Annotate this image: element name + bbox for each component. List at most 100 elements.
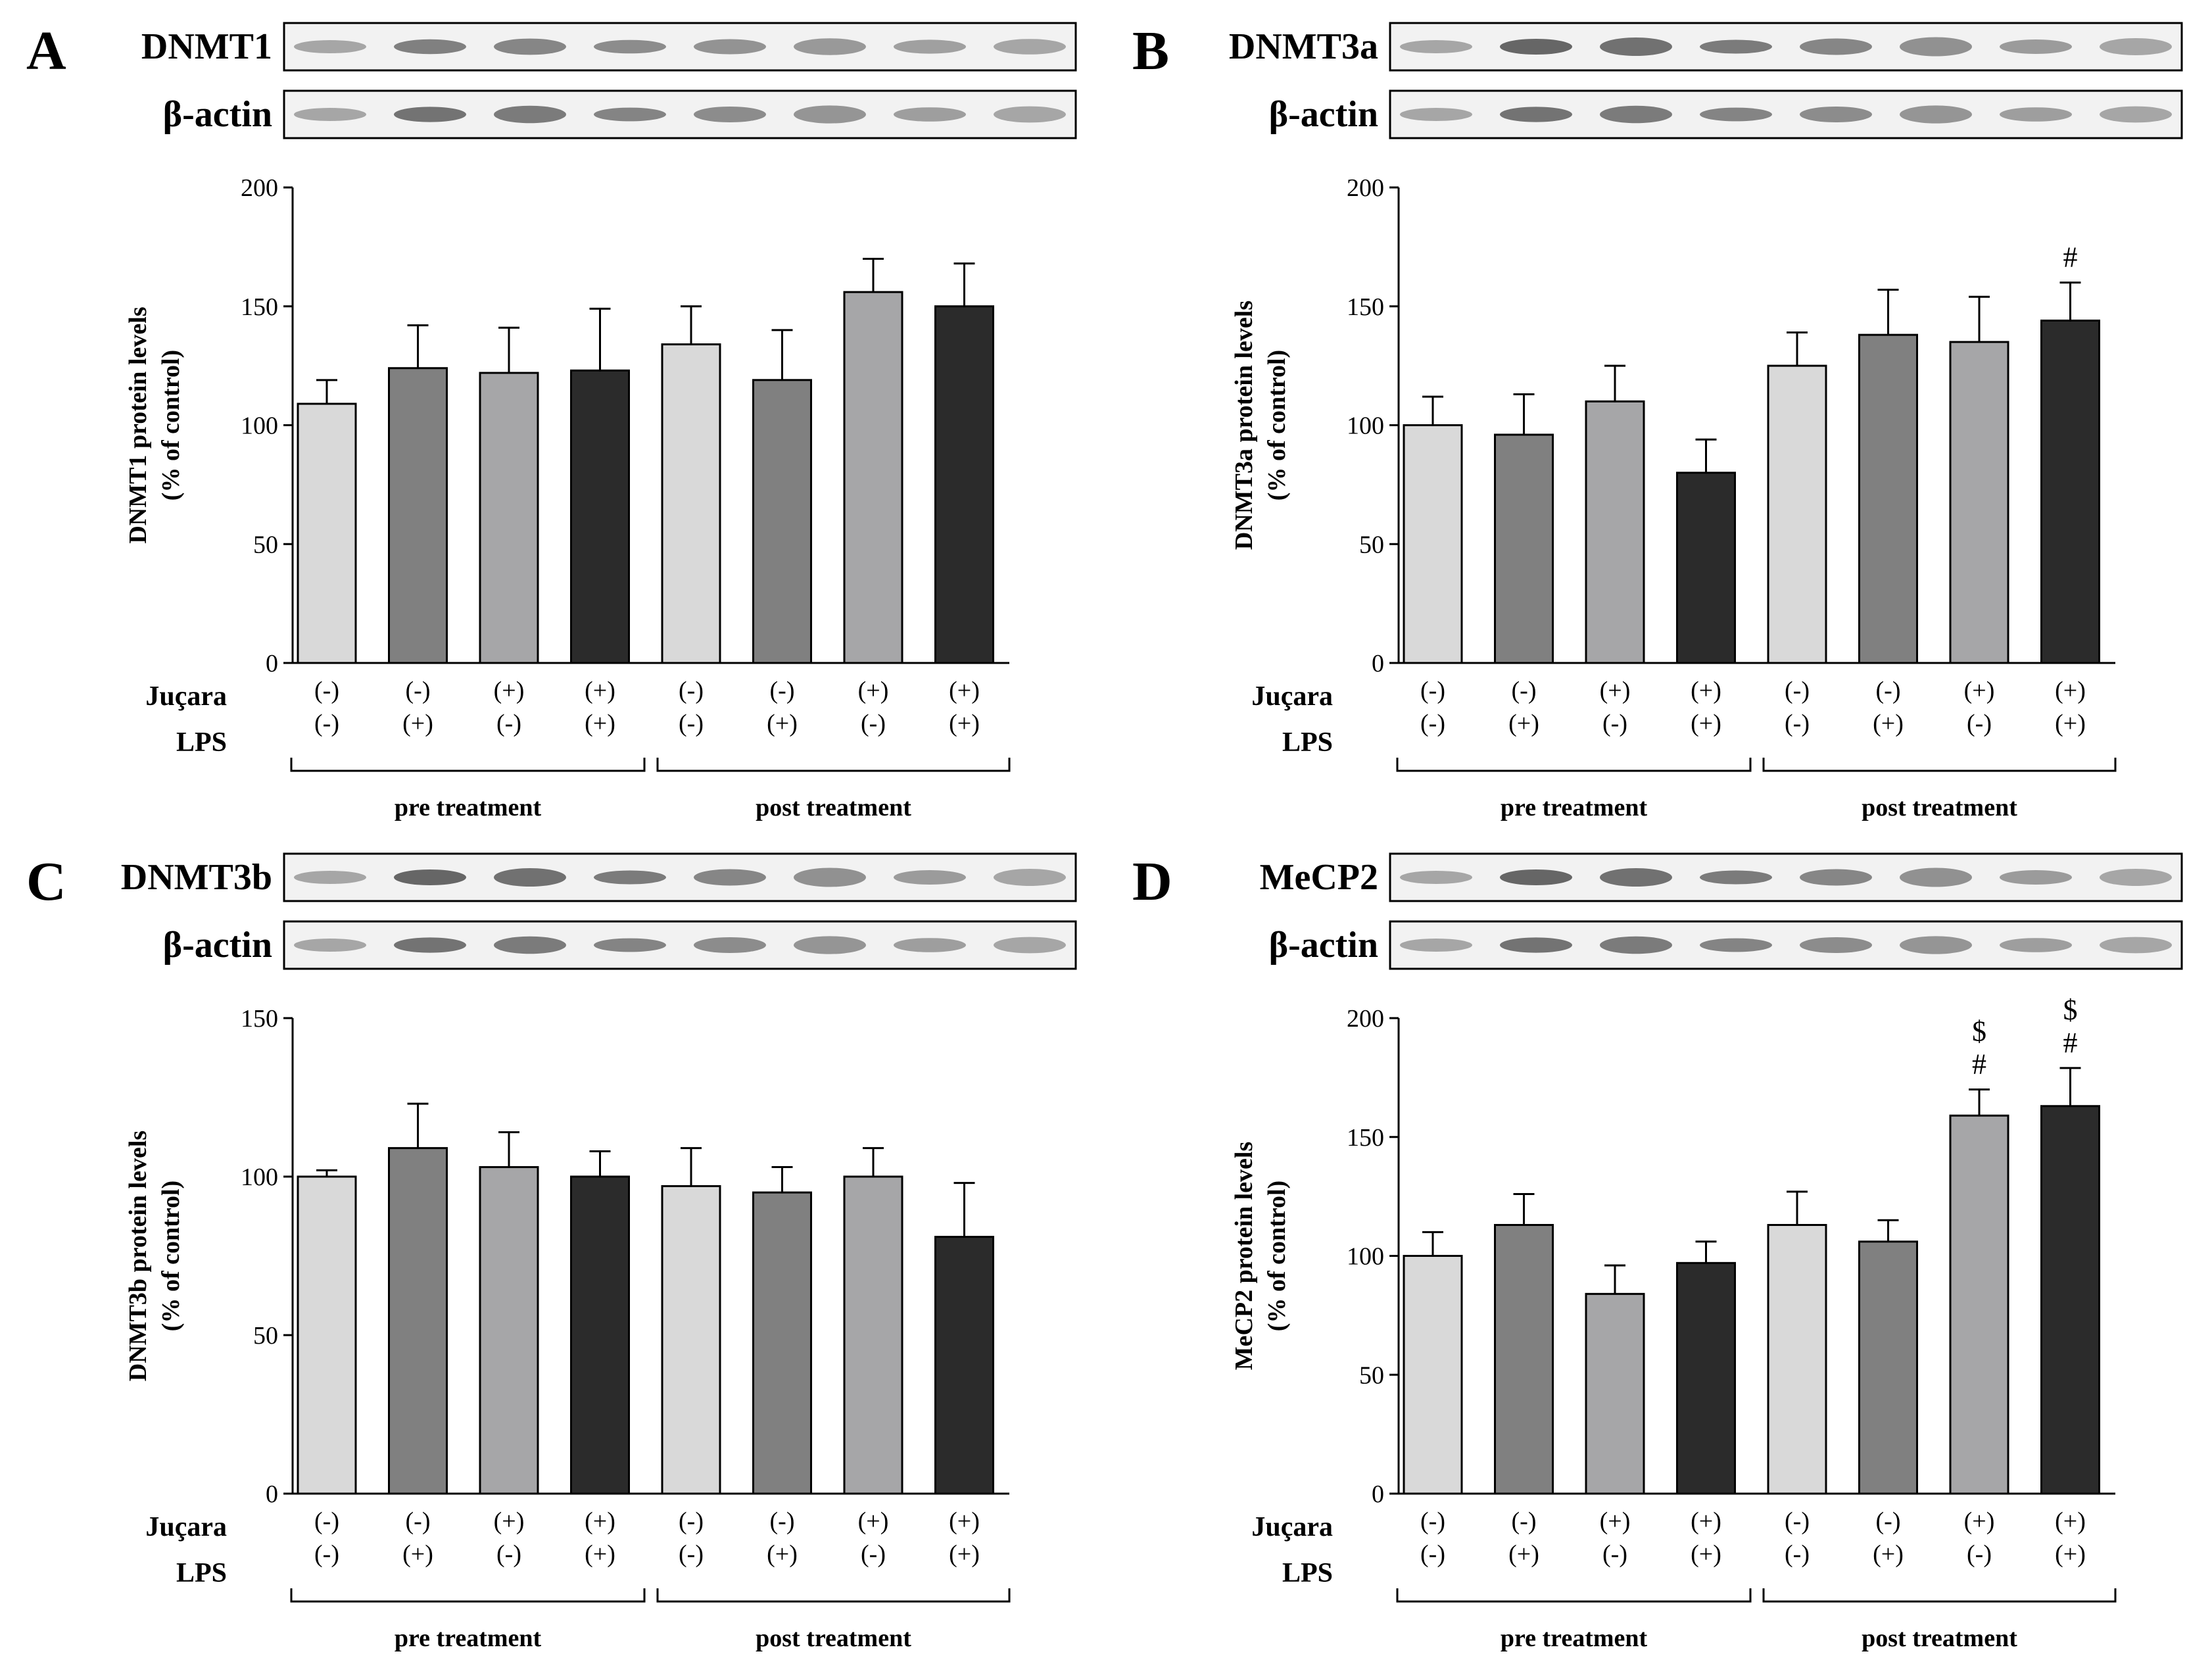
- panel-b-letter: B: [1132, 20, 1169, 82]
- panel-d-y-tick-label: 100: [1347, 1243, 1384, 1271]
- panel-c-target-label: DNMT3b: [121, 857, 272, 898]
- panel-a-group-bracket: [290, 758, 646, 772]
- panel-c-bar: [570, 1175, 630, 1495]
- panel-a-bar: [843, 291, 903, 664]
- panel-c-actin-band: [594, 938, 666, 952]
- panel-a-lps-sign: (+): [585, 710, 615, 737]
- panel-b-ylabel-line1: DNMT3a protein levels: [1230, 301, 1258, 550]
- panel-d-ylabel-line1: MeCP2 protein levels: [1230, 1142, 1258, 1371]
- panel-d-svg: D MeCP2 β-actin 0 50 100 150 200 MeCP2 protein l…: [1132, 851, 2183, 1652]
- panel-b-row-label-jucara: Juçara: [1251, 681, 1333, 712]
- panel-b-target-band: [1600, 37, 1672, 56]
- panel-a-ylabel-line1: DNMT1 protein levels: [124, 306, 152, 543]
- panel-b-y-tick-label: 100: [1347, 412, 1384, 440]
- panel-b-actin-band: [1400, 108, 1472, 121]
- panel-c-lps-sign: (-): [496, 1540, 521, 1568]
- panel-c-bar: [934, 1236, 994, 1495]
- panel-d-bar: [1585, 1292, 1645, 1495]
- panel-a-svg: A DNMT1 β-actin 0 50 100 150 200 DNMT1 protein l…: [26, 20, 1077, 821]
- panel-b-bar: [1403, 424, 1463, 664]
- panel-c-target-band: [694, 869, 766, 886]
- panel-a: A DNMT1 β-actin 0 50 100 150 200 DNMT1 protein l…: [0, 0, 1106, 831]
- panel-a-y-tick-label: 100: [241, 412, 278, 440]
- panel-b-bar: [1585, 400, 1645, 664]
- panel-b-y-tick-label: 0: [1372, 650, 1384, 677]
- panel-a-bar: [479, 372, 539, 664]
- panel-b-group-label: post treatment: [1862, 794, 2017, 821]
- panel-d-target-label: MeCP2: [1260, 857, 1378, 898]
- panel-c-group-label: post treatment: [756, 1625, 911, 1652]
- panel-b-y-tick-label: 150: [1347, 293, 1384, 321]
- panel-d-ylabel-line2: (% of control): [1263, 1181, 1291, 1331]
- panel-a-y-tick-label: 0: [266, 650, 278, 677]
- panel-b-bar: [1767, 364, 1827, 664]
- panel-a-actin-band: [294, 108, 366, 121]
- panel-c-jucara-sign: (+): [585, 1507, 615, 1535]
- panel-d-lps-sign: (+): [2055, 1540, 2086, 1568]
- panel-b-actin-band: [1700, 107, 1772, 122]
- panel-c: C DNMT3b β-actin 0 50 100 150 DNMT3b protein le…: [0, 831, 1106, 1661]
- panel-b-bar: [1949, 341, 2009, 664]
- panel-d-target-band: [1400, 871, 1472, 884]
- panel-c-bar: [752, 1191, 812, 1495]
- panel-a-target-label: DNMT1: [141, 26, 272, 67]
- panel-d-target-band: [1700, 870, 1772, 885]
- panel-c-actin-band: [394, 937, 466, 953]
- panel-b-target-band: [2100, 38, 2172, 55]
- panel-a-lps-sign: (-): [861, 710, 886, 737]
- panel-c-target-band: [894, 870, 966, 885]
- panel-d-actin-band: [1700, 938, 1772, 952]
- panel-d-group-bracket: [1396, 1588, 1752, 1603]
- panel-d-actin-label: β-actin: [1269, 925, 1378, 965]
- panel-b-jucara-sign: (+): [1600, 677, 1631, 704]
- panel-a-actin-band: [694, 107, 766, 122]
- panel-b-group-bracket: [1396, 758, 1752, 772]
- panel-b-ylabel-line2: (% of control): [1263, 350, 1291, 501]
- panel-c-group-label: pre treatment: [395, 1625, 542, 1652]
- panel-b-actin-band: [2000, 107, 2072, 122]
- panel-c-bar: [388, 1147, 448, 1495]
- panel-c-lps-sign: (-): [679, 1540, 704, 1568]
- panel-a-bar: [752, 379, 812, 664]
- panel-a-target-band: [294, 40, 366, 53]
- panel-b-lps-sign: (+): [2055, 710, 2086, 737]
- panel-c-jucara-sign: (-): [314, 1507, 339, 1535]
- panel-b-target-band: [1900, 37, 1972, 57]
- panel-c-y-tick-label: 50: [253, 1322, 278, 1350]
- panel-d-jucara-sign: (-): [1785, 1507, 1810, 1535]
- panel-c-row-label-lps: LPS: [176, 1558, 227, 1588]
- panel-b-jucara-sign: (-): [1785, 677, 1810, 704]
- panel-b-y-tick-label: 200: [1347, 174, 1384, 202]
- panel-a-actin-label: β-actin: [163, 94, 272, 135]
- panel-a-lps-sign: (-): [314, 710, 339, 737]
- panel-b-actin-band: [1600, 105, 1672, 124]
- panel-b-y-tick-label: 50: [1359, 531, 1384, 558]
- panel-a-actin-band: [794, 105, 866, 124]
- panel-b-group-label: pre treatment: [1501, 794, 1648, 821]
- panel-c-y-tick-label: 100: [241, 1163, 278, 1191]
- panel-c-bar: [843, 1175, 903, 1495]
- panel-c-actin-band: [794, 936, 866, 954]
- panel-d-bar: [1767, 1224, 1827, 1495]
- panel-a-bar: [934, 305, 994, 664]
- panel-b-target-band: [1400, 40, 1472, 53]
- panel-d-bar: [1676, 1261, 1736, 1495]
- panel-c-y-tick-label: 0: [266, 1480, 278, 1508]
- panel-a-group-label: post treatment: [756, 794, 911, 821]
- panel-a-group-bracket: [656, 758, 1011, 772]
- panel-d-letter: D: [1132, 851, 1172, 912]
- panel-d-lps-sign: (-): [1967, 1540, 1992, 1568]
- panel-a-bar: [570, 369, 630, 664]
- panel-c-row-label-jucara: Juçara: [145, 1512, 227, 1542]
- panel-b-jucara-sign: (-): [1876, 677, 1901, 704]
- panel-c-target-band: [794, 868, 866, 887]
- panel-b-actin-label: β-actin: [1269, 94, 1378, 135]
- panel-d-target-band: [1800, 869, 1872, 886]
- panel-b-bar: [1858, 333, 1918, 664]
- panel-a-jucara-sign: (-): [770, 677, 795, 704]
- panel-d-target-band: [1600, 868, 1672, 887]
- panel-a-target-band: [494, 38, 566, 55]
- panel-a-bar: [388, 367, 448, 664]
- panel-a-bar: [297, 403, 357, 664]
- panel-d-significance-mark: $: [1972, 1015, 1986, 1047]
